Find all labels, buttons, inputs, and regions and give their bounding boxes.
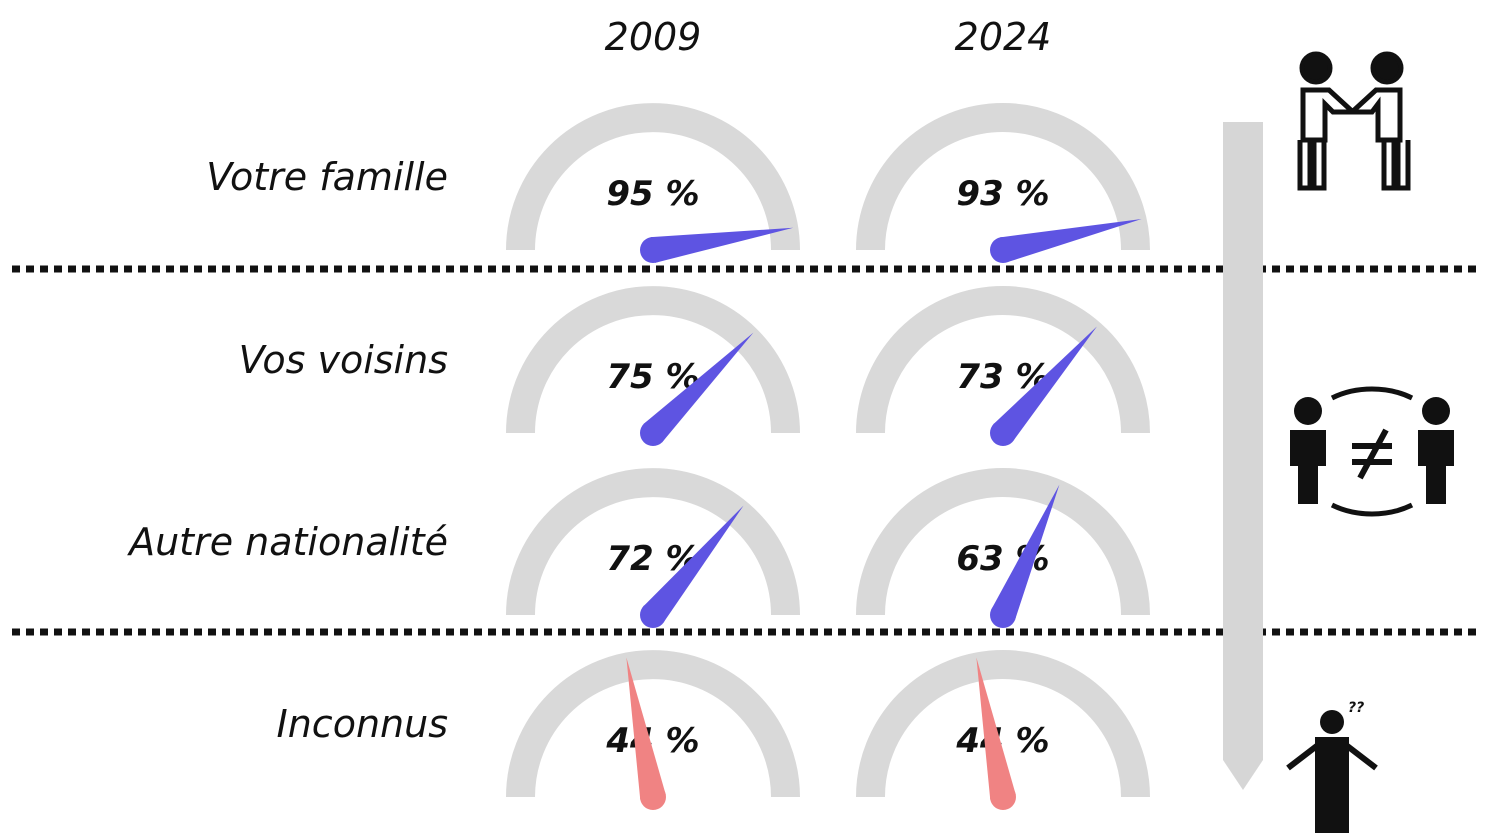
needle <box>640 505 744 628</box>
needle-body <box>643 332 754 443</box>
row-label: Vos voisins <box>239 338 448 382</box>
needle-hub <box>990 784 1016 810</box>
gauge-track <box>506 468 800 616</box>
row-label: Votre famille <box>206 155 448 199</box>
needle-body <box>991 484 1060 621</box>
gauge-track <box>506 650 800 798</box>
svg-text:??: ?? <box>1348 700 1364 716</box>
needle-hub <box>640 237 666 263</box>
gauge-track <box>856 650 1150 798</box>
needle-hub <box>990 420 1016 446</box>
needle-hub <box>990 602 1016 628</box>
value-label: 93 % <box>956 174 1049 214</box>
icon-different <box>1290 386 1454 517</box>
value-label: 95 % <box>606 174 699 214</box>
needle-hub <box>990 237 1016 263</box>
year-label: 2024 <box>955 15 1052 59</box>
needle <box>626 657 666 810</box>
needle <box>990 484 1060 628</box>
needle <box>990 219 1142 263</box>
year-label: 2009 <box>605 15 702 59</box>
needle-body <box>650 227 794 263</box>
needle-hub <box>640 420 666 446</box>
needle-body <box>642 505 744 624</box>
needle-body <box>993 326 1097 442</box>
icon-unknown: ?? <box>1286 700 1378 833</box>
needle-hub <box>640 784 666 810</box>
row-label: Autre nationalité <box>126 520 448 564</box>
needle <box>640 227 794 263</box>
gauge-track <box>856 286 1150 434</box>
needle-hub <box>640 602 666 628</box>
needle <box>640 332 754 446</box>
row-label: Inconnus <box>277 702 448 746</box>
gauge-track <box>856 103 1150 251</box>
needle-body <box>976 657 1016 800</box>
needle <box>976 657 1016 810</box>
needle-body <box>626 657 666 800</box>
gauge-track <box>506 103 800 251</box>
gauge-track <box>856 468 1150 616</box>
needle <box>990 326 1097 446</box>
arrow <box>1223 122 1263 790</box>
gauge-track <box>506 286 800 434</box>
needle-body <box>1000 219 1142 263</box>
icon-handshake <box>1297 51 1411 191</box>
